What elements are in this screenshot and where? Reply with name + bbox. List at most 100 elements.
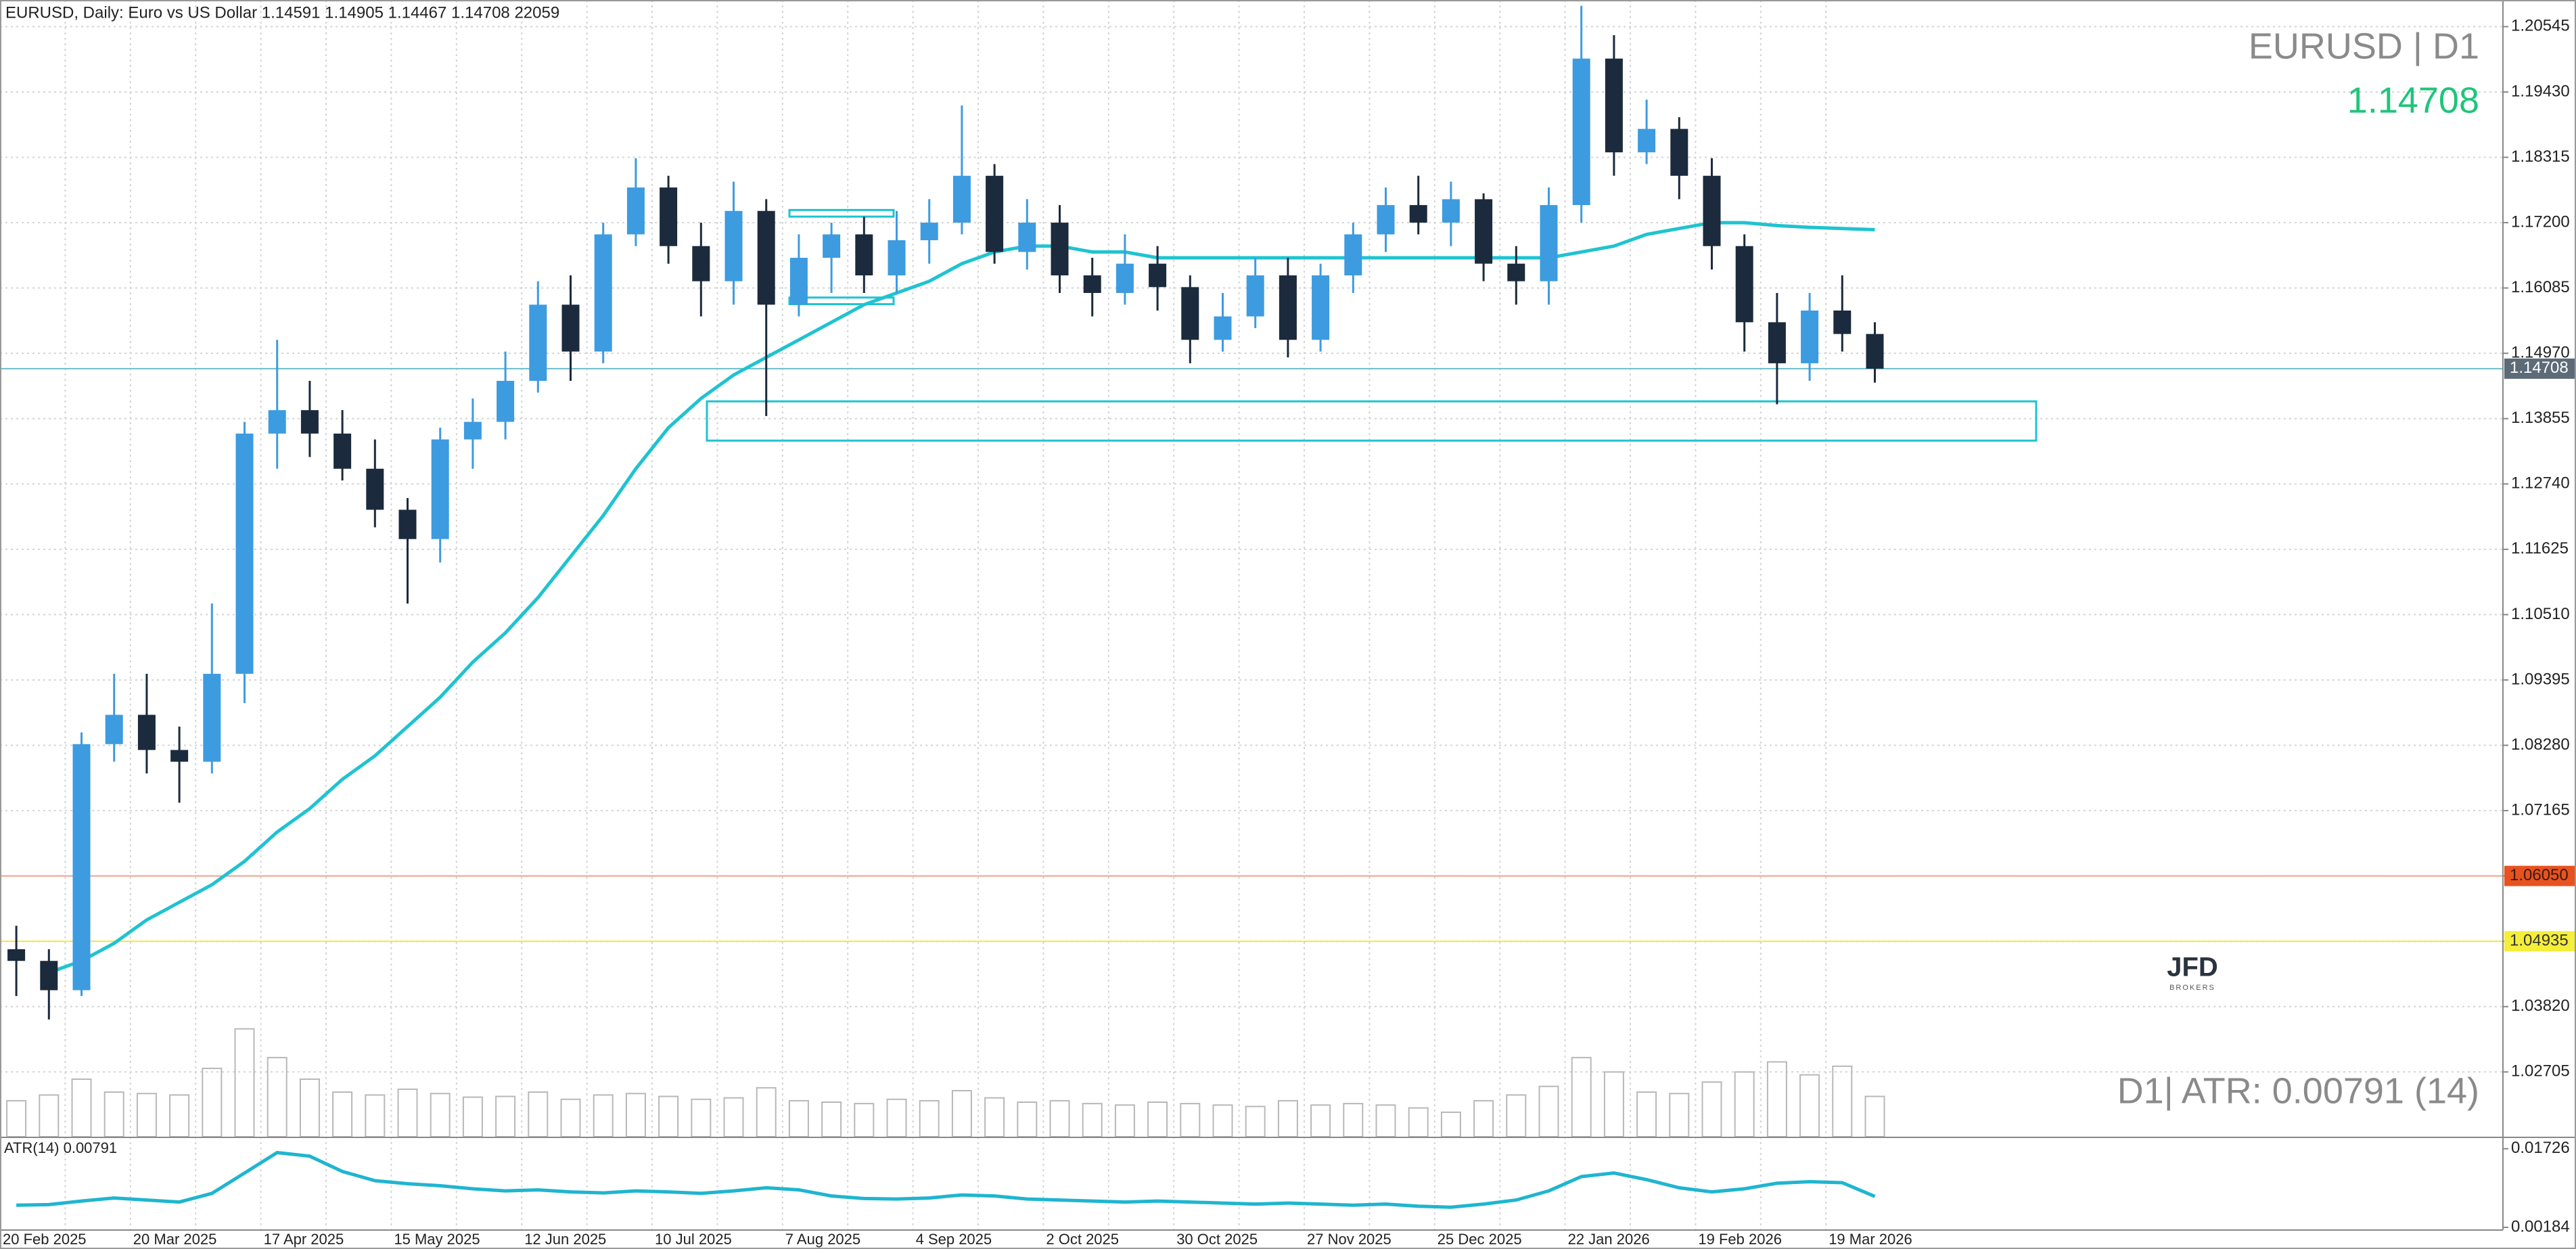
y-tick-label: 1.11625	[2511, 539, 2569, 558]
candle-body	[1475, 199, 1493, 264]
y-tick-label: 1.13855	[2511, 409, 2570, 427]
x-tick-label: 10 Jul 2025	[655, 1231, 732, 1248]
y-tick-label: 1.17200	[2511, 212, 2570, 231]
level-label-box	[2504, 931, 2575, 952]
candle-body	[1083, 275, 1101, 293]
y-tick-label: 1.09395	[2511, 670, 2570, 688]
last-price: 1.14708	[2347, 80, 2479, 120]
candle-body	[1801, 310, 1819, 363]
level-label-box	[2504, 865, 2575, 886]
level-label: 1.14708	[2510, 359, 2569, 377]
candle-body	[431, 439, 449, 539]
candle-body	[300, 410, 319, 434]
y-tick-label: 1.10510	[2511, 605, 2570, 623]
x-tick-label: 25 Dec 2025	[1438, 1231, 1522, 1248]
x-tick-label: 2 Oct 2025	[1046, 1231, 1119, 1248]
candle-body	[660, 187, 678, 246]
candle-body	[1703, 175, 1721, 246]
candle-body	[203, 673, 221, 762]
atr-line	[16, 1150, 1876, 1209]
x-tick-label: 19 Mar 2026	[1828, 1231, 1912, 1248]
y-tick-label: 0.00184	[2511, 1217, 2570, 1235]
moving-average	[48, 221, 1875, 974]
candle-body	[1312, 275, 1330, 340]
candle-body	[823, 234, 841, 258]
zone	[788, 208, 895, 218]
candle-body	[366, 468, 384, 510]
candle-body	[268, 410, 286, 434]
candle-body	[561, 304, 580, 352]
y-tick-label: 1.16085	[2511, 278, 2570, 296]
x-tick-label: 22 Jan 2026	[1568, 1231, 1650, 1248]
candle-body	[986, 175, 1004, 252]
grid-layer	[0, 0, 2503, 1230]
candle-body	[594, 234, 612, 352]
x-tick-label: 20 Feb 2025	[3, 1231, 87, 1248]
candle-body	[497, 380, 515, 422]
candle-body	[7, 949, 26, 961]
candle-body	[1833, 310, 1852, 334]
candle-body	[1018, 223, 1036, 252]
candle-body	[1605, 58, 1623, 153]
y-tick-label: 1.02705	[2511, 1062, 2570, 1081]
candle-body	[1377, 205, 1395, 235]
candle-body	[789, 258, 808, 305]
candle-body	[170, 750, 189, 762]
candle-body	[72, 744, 91, 991]
y-tick-label: 1.03820	[2511, 997, 2570, 1015]
candle-body	[1409, 205, 1427, 223]
candle-body	[952, 175, 971, 223]
candle-body	[888, 240, 906, 276]
x-tick-label: 17 Apr 2025	[264, 1231, 344, 1248]
logo-name: JFD	[2167, 953, 2218, 982]
candle-body	[1214, 316, 1232, 340]
x-tick-label: 30 Oct 2025	[1176, 1231, 1258, 1248]
candle-body	[1181, 287, 1199, 340]
chart-header: EURUSD, Daily: Euro vs US Dollar 1.14591…	[5, 3, 559, 22]
candle-body	[1051, 223, 1069, 276]
candle-body	[1246, 275, 1264, 317]
level-label: 1.04935	[2510, 932, 2569, 950]
zone	[706, 400, 2038, 442]
candle-body	[1735, 246, 1753, 323]
candle-body	[105, 714, 123, 744]
x-tick-label: 7 Aug 2025	[785, 1231, 860, 1248]
candle-body	[757, 210, 775, 305]
x-tick-label: 27 Nov 2025	[1307, 1231, 1392, 1248]
candle-body	[724, 210, 743, 281]
candle-body	[1116, 263, 1134, 293]
y-tick-label: 1.18315	[2511, 147, 2570, 166]
x-tick-label: 20 Mar 2025	[133, 1231, 217, 1248]
y-tick-label: 1.20545	[2511, 17, 2570, 35]
candle-body	[1866, 334, 1884, 369]
symbol-title: EURUSD | D1	[2249, 26, 2479, 66]
y-tick-label: 0.01726	[2511, 1139, 2570, 1157]
candle-body	[235, 433, 254, 674]
y-tick-label: 1.08280	[2511, 735, 2570, 754]
candle-body	[1149, 263, 1167, 288]
marks-layer	[0, 5, 2503, 1209]
candle-body	[1540, 205, 1558, 281]
candle-body	[463, 422, 482, 440]
y-tick-label: 1.19430	[2511, 82, 2570, 100]
candle-body	[1344, 234, 1362, 276]
x-tick-label: 4 Sep 2025	[916, 1231, 992, 1248]
broker-logo: JFD BROKERS	[2167, 953, 2218, 992]
x-tick-label: 15 May 2025	[394, 1231, 480, 1248]
level-label-box	[2504, 358, 2575, 379]
candle-body	[529, 304, 547, 381]
level-label: 1.06050	[2510, 866, 2569, 884]
candle-body	[1572, 58, 1590, 206]
y-tick-label: 1.12740	[2511, 474, 2570, 493]
logo-sub: BROKERS	[2169, 984, 2215, 992]
candle-body	[1279, 275, 1297, 340]
candle-body	[398, 509, 417, 539]
atr-annotation: D1| ATR: 0.00791 (14)	[2117, 1070, 2479, 1111]
candle-body	[692, 246, 710, 281]
atr-title: ATR(14) 0.00791	[4, 1139, 117, 1156]
x-tick-label: 19 Feb 2026	[1698, 1231, 1782, 1248]
candle-body	[626, 187, 645, 235]
